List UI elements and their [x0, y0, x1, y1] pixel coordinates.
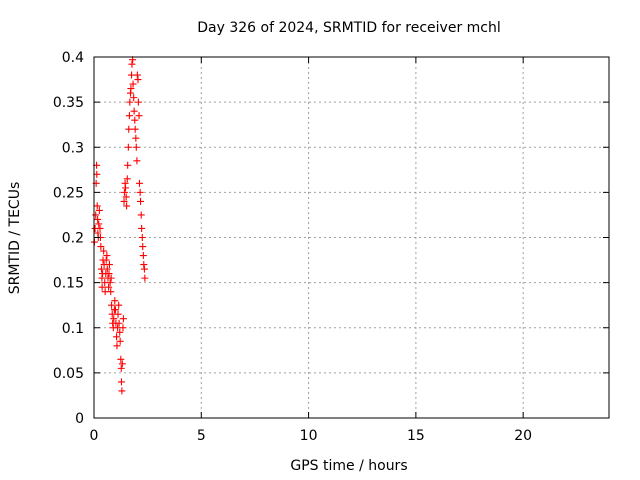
data-point	[117, 364, 125, 372]
data-point	[98, 283, 106, 291]
data-point	[93, 202, 101, 210]
data-point	[116, 337, 124, 345]
data-point	[116, 328, 124, 336]
data-point	[105, 261, 113, 269]
data-point	[137, 211, 145, 219]
y-tick-label: 0.25	[53, 185, 84, 201]
data-point	[97, 243, 105, 251]
data-point	[92, 211, 100, 219]
data-point	[98, 274, 106, 282]
data-point	[102, 256, 110, 264]
data-point	[119, 324, 127, 332]
x-tick-label: 20	[514, 428, 532, 444]
x-tick-label: 10	[300, 428, 318, 444]
data-point	[125, 125, 133, 133]
y-axis-label: SRMTID / TECUs	[7, 182, 23, 295]
data-point	[127, 85, 135, 93]
data-point	[132, 143, 140, 151]
data-point	[125, 112, 133, 120]
x-axis-label: GPS time / hours	[290, 458, 407, 474]
data-point	[113, 342, 121, 350]
data-point	[95, 220, 103, 228]
data-point	[123, 175, 131, 183]
data-point	[110, 315, 118, 323]
data-point	[117, 355, 125, 363]
data-point	[100, 247, 108, 255]
data-point	[140, 261, 148, 269]
data-point	[115, 319, 123, 327]
plot-frame	[93, 56, 610, 419]
chart-title: Day 326 of 2024, SRMTID for receiver mch…	[197, 20, 501, 36]
data-point	[131, 116, 139, 124]
data-point	[105, 270, 113, 278]
data-point	[133, 71, 141, 79]
y-tick-label: 0.3	[62, 140, 84, 156]
data-point	[113, 333, 121, 341]
data-point	[126, 98, 134, 106]
x-tick-label: 5	[197, 428, 206, 444]
data-point	[130, 107, 138, 115]
y-tick-label: 0.05	[53, 366, 84, 382]
data-point	[139, 243, 147, 251]
data-point	[118, 387, 126, 395]
data-point	[111, 306, 119, 314]
data-point	[94, 215, 102, 223]
data-point	[122, 184, 130, 192]
data-point	[133, 157, 141, 165]
grid	[94, 57, 609, 418]
data-point	[123, 202, 131, 210]
data-point	[131, 125, 139, 133]
data-point	[120, 197, 128, 205]
data-point	[111, 297, 119, 305]
y-tick-label: 0.1	[62, 321, 84, 337]
x-tick-label: 15	[407, 428, 425, 444]
data-point	[134, 98, 142, 106]
data-point	[124, 161, 132, 169]
data-point	[138, 224, 146, 232]
data-point	[135, 179, 143, 187]
data-point	[119, 315, 127, 323]
data-point	[115, 301, 123, 309]
data-point	[139, 252, 147, 260]
data-point	[138, 234, 146, 241]
data-point	[108, 301, 116, 309]
data-point	[129, 80, 137, 88]
data-point	[105, 283, 113, 291]
data-point	[117, 378, 125, 386]
data-point	[137, 197, 145, 205]
y-tick-label: 0.2	[62, 231, 84, 247]
data-point	[136, 188, 144, 196]
axis-ticks: 0 5 10 15 20 0 0.05 0.1 0.15 0.2 0.25 0.3 0.35 0.4	[53, 50, 609, 444]
y-tick-label: 0.35	[53, 95, 84, 111]
y-tick-label: 0	[75, 411, 84, 427]
data-point	[114, 310, 122, 318]
data-point	[107, 288, 115, 296]
data-point	[130, 94, 138, 102]
data-point	[103, 265, 111, 273]
y-tick-label: 0.4	[62, 50, 84, 66]
data-point	[122, 193, 130, 201]
data-point	[140, 265, 148, 273]
data-point	[128, 60, 136, 68]
y-tick-label: 0.15	[53, 276, 84, 292]
data-point	[135, 112, 143, 120]
data-point	[124, 143, 132, 151]
data-point	[95, 206, 103, 214]
data-point	[106, 279, 114, 287]
data-points	[90, 56, 149, 395]
data-point	[134, 76, 142, 84]
data-point	[120, 188, 128, 196]
data-point	[103, 252, 111, 260]
data-point	[118, 360, 126, 368]
data-point	[132, 134, 140, 142]
data-point	[107, 274, 115, 282]
x-tick-label: 0	[90, 428, 99, 444]
data-point	[96, 224, 104, 232]
data-point	[141, 274, 149, 282]
